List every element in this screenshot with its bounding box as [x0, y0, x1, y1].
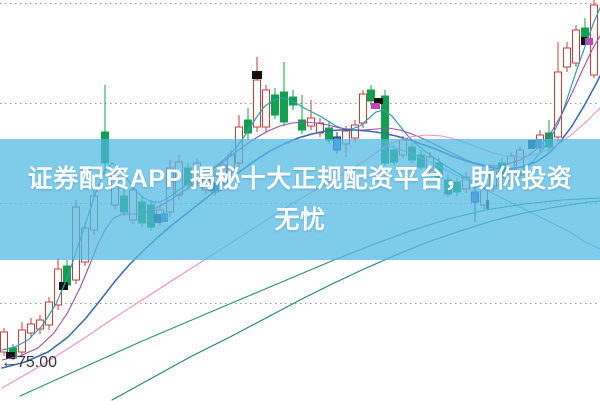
candle: [18, 322, 26, 357]
candle: [298, 95, 306, 134]
candle: [359, 90, 367, 128]
candle: [563, 42, 571, 72]
candle: [244, 108, 252, 140]
candle: [45, 297, 53, 330]
signal-marker: [581, 37, 587, 45]
signal-marker: [585, 38, 593, 45]
price-level-label: ←75.00: [1, 354, 58, 371]
candle: [0, 328, 8, 356]
candle: [307, 100, 315, 130]
candle: [253, 57, 261, 132]
signal-marker: [6, 352, 15, 359]
candle: [271, 88, 279, 119]
signal-marker: [371, 103, 380, 109]
banner-title-line2: 无忧: [274, 205, 326, 234]
candle: [27, 318, 35, 338]
candle: [351, 120, 359, 142]
promo-banner: 证券配资APP 揭秘十大正规配资平台，助你投资 无忧: [0, 139, 600, 260]
candle: [554, 42, 562, 141]
candle: [367, 85, 375, 106]
candle: [572, 25, 580, 67]
signal-marker: [252, 71, 262, 79]
banner-title-line1: 证券配资APP 揭秘十大正规配资平台，助你投资: [27, 164, 573, 193]
candle: [280, 62, 288, 126]
signal-marker: [374, 98, 383, 104]
candle: [316, 118, 324, 137]
